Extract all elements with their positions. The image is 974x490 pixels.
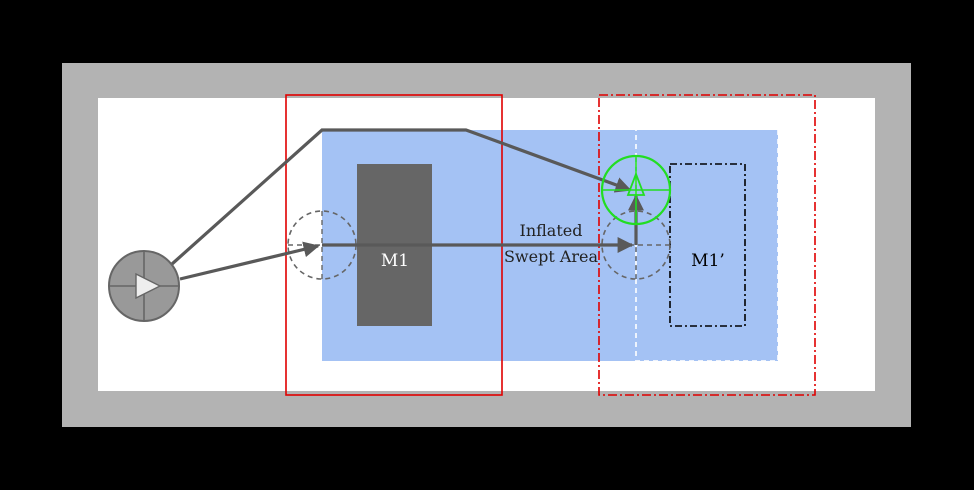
robot-play-icon bbox=[108, 250, 180, 322]
swept-area-label-line1: Inflated bbox=[520, 221, 583, 240]
obstacle-m1-label: M1 bbox=[381, 251, 409, 271]
obstacle-m1-moved-label: M1’ bbox=[691, 251, 725, 271]
swept-area-label-line2: Swept Area bbox=[504, 247, 599, 266]
start-to-ghost-path bbox=[179, 241, 320, 281]
goal-crosshair-icon bbox=[600, 154, 672, 226]
upper-path bbox=[170, 128, 632, 266]
moved-frame bbox=[598, 94, 816, 396]
